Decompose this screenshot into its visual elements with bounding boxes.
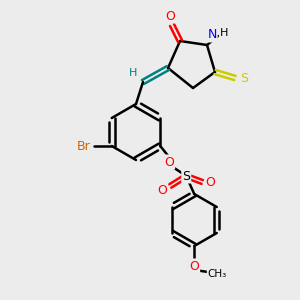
Text: S: S [240, 71, 248, 85]
Text: O: O [189, 260, 199, 272]
Text: O: O [205, 176, 215, 188]
Text: O: O [157, 184, 167, 196]
Text: H: H [220, 28, 228, 38]
Text: O: O [165, 10, 175, 22]
Text: N: N [207, 28, 217, 41]
Text: Br: Br [77, 140, 91, 152]
Text: S: S [182, 169, 190, 182]
Text: O: O [164, 155, 174, 169]
Text: CH₃: CH₃ [208, 269, 227, 279]
Text: H: H [129, 68, 137, 78]
